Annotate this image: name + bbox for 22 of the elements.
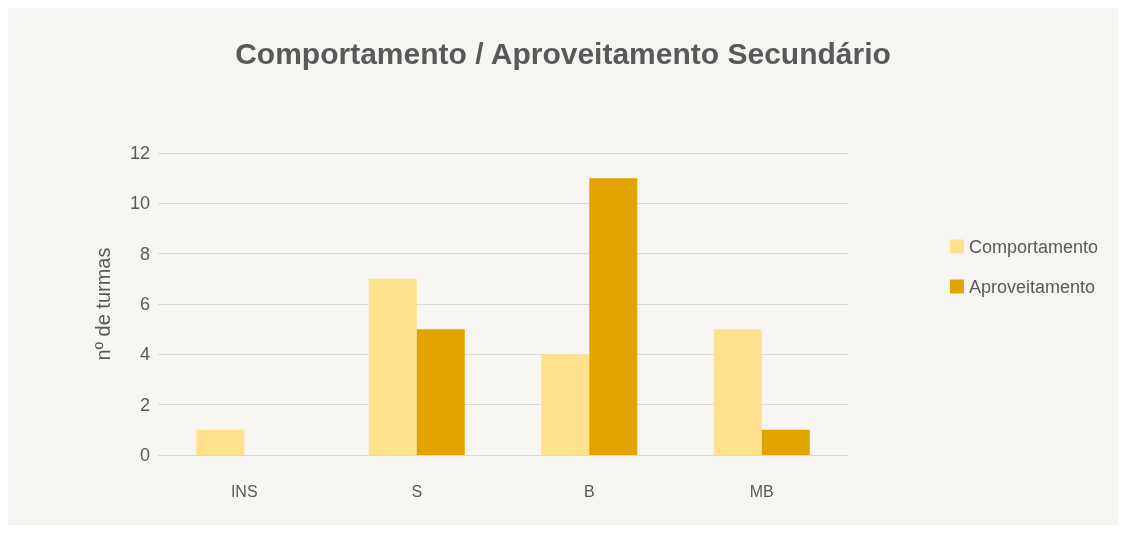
y-tick-label: 6 <box>139 294 150 314</box>
y-tick-label: 10 <box>129 193 150 214</box>
x-tick-label: B <box>583 482 595 500</box>
x-tick-label: MB <box>749 482 774 500</box>
y-tick-label: 2 <box>139 394 150 415</box>
x-tick-label: INS <box>230 482 258 500</box>
bar <box>196 429 245 455</box>
y-tick-label: 0 <box>139 445 150 465</box>
chart-title: Comportamento / Aproveitamento Secundário <box>235 36 891 70</box>
bar <box>368 278 417 455</box>
y-tick-label: 8 <box>139 243 150 264</box>
x-tick-label: S <box>411 482 423 500</box>
bar <box>589 178 638 455</box>
bar <box>541 354 590 455</box>
bar <box>416 329 465 455</box>
bar <box>713 329 762 455</box>
y-axis-title: nº de turmas <box>92 247 114 361</box>
legend-label: Aproveitamento <box>968 276 1096 297</box>
legend-label: Comportamento <box>968 236 1098 257</box>
bar <box>761 429 810 455</box>
y-tick-label: 4 <box>139 344 150 365</box>
y-tick-label: 12 <box>129 143 150 163</box>
